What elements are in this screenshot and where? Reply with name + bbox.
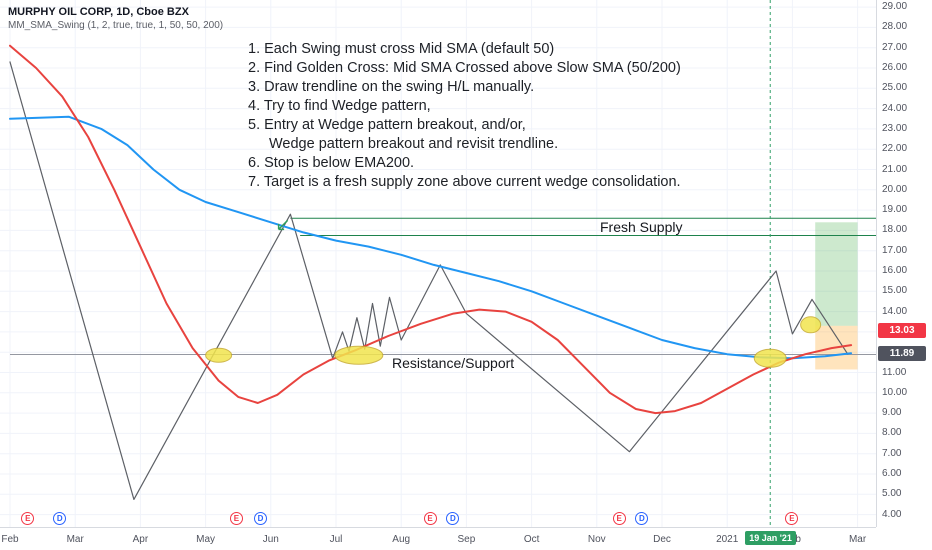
price-axis[interactable]: 29.00 28.00 27.00 26.00 25.00 24.00 23.00 22.00… — [876, 0, 932, 527]
highlight-ellipse[interactable] — [334, 345, 384, 365]
time-tick-label: Sep — [457, 534, 476, 545]
time-tick-label: Dec — [653, 534, 671, 545]
price-tick-label: 29.00 — [882, 1, 908, 13]
dividend-marker[interactable]: D — [635, 512, 649, 525]
price-tick-label: 16.00 — [882, 265, 908, 276]
time-tick-label: Feb — [1, 534, 19, 545]
price-tick-label: 5.00 — [882, 488, 902, 500]
time-tick-label: Jul — [329, 534, 343, 545]
slow-sma-200-line[interactable] — [9, 115, 853, 360]
price-tick-label: 22.00 — [882, 143, 908, 155]
price-tick-label: 6.00 — [882, 468, 902, 479]
note-line: 2. Find Golden Cross: Mid SMA Crossed ab… — [248, 60, 681, 76]
price-tick-label: 20.00 — [882, 183, 908, 195]
earnings-marker[interactable]: E — [423, 512, 437, 525]
dividend-marker[interactable]: D — [446, 512, 460, 525]
note-line: 5. Entry at Wedge pattern breakout, and/… — [248, 117, 526, 133]
note-line: 1. Each Swing must cross Mid SMA (defaul… — [248, 41, 555, 57]
earnings-marker[interactable]: E — [785, 512, 799, 525]
chart-plot[interactable] — [0, 0, 876, 527]
price-badge: 13.03 — [878, 323, 926, 339]
time-tick-label: Nov — [587, 534, 606, 545]
dividend-marker[interactable]: D — [53, 512, 67, 525]
earnings-marker[interactable]: E — [612, 512, 626, 525]
indicator-label[interactable]: MM_SMA_Swing (1, 2, true, true, 1, 50, 5… — [8, 20, 224, 31]
time-axis[interactable]: FebMarAprMayJunJulAugSepOctNovDec2021Feb… — [0, 527, 932, 550]
earnings-marker[interactable]: E — [21, 512, 35, 525]
time-axis-badge: 19 Jan '21 — [745, 531, 796, 545]
time-tick-label: Apr — [132, 534, 149, 545]
target-zone[interactable] — [815, 222, 858, 326]
symbol-title[interactable]: MURPHY OIL CORP, 1D, Cboe BZX — [8, 6, 189, 18]
earnings-marker[interactable]: E — [229, 512, 243, 525]
time-tick-label: Aug — [392, 534, 411, 545]
price-tick-label: 21.00 — [882, 163, 908, 175]
note-line: 4. Try to find Wedge pattern, — [248, 98, 431, 114]
price-tick-label: 11.00 — [882, 366, 907, 378]
price-tick-label: 7.00 — [882, 447, 902, 459]
price-tick-label: 4.00 — [882, 508, 902, 520]
mid-sma-50-line[interactable] — [9, 44, 853, 415]
time-tick-label: Jun — [262, 534, 279, 545]
price-tick-label: 24.00 — [882, 102, 908, 114]
time-tick-label: May — [196, 534, 216, 545]
price-tick-label: 27.00 — [882, 41, 908, 53]
price-tick-label: 17.00 — [882, 244, 908, 256]
dividend-marker[interactable]: D — [254, 512, 268, 525]
highlight-ellipse[interactable] — [205, 347, 233, 363]
price-tick-label: 23.00 — [882, 122, 908, 134]
highlight-ellipse[interactable] — [753, 348, 787, 368]
supply-arrow-icon[interactable] — [277, 219, 289, 231]
price-tick-label: 26.00 — [882, 62, 908, 73]
legend: MURPHY OIL CORP, 1D, Cboe BZX MM_SMA_Swi… — [8, 6, 223, 31]
price-tick-label: 19.00 — [882, 204, 908, 216]
time-tick-label: Mar — [848, 534, 867, 545]
strategy-notes[interactable]: 1. Each Swing must cross Mid SMA (defaul… — [248, 40, 681, 192]
time-tick-label: Mar — [66, 534, 84, 545]
price-tick-label: 10.00 — [882, 386, 908, 398]
resistance-support-label[interactable]: Resistance/Support — [392, 355, 515, 371]
price-tick-label: 14.00 — [882, 305, 908, 317]
time-tick-label: 2021 — [716, 534, 739, 545]
note-line: 6. Stop is below EMA200. — [248, 155, 415, 171]
price-tick-label: 18.00 — [882, 224, 908, 236]
price-tick-label: 8.00 — [882, 427, 902, 439]
highlight-ellipse[interactable] — [800, 316, 822, 334]
price-tick-label: 9.00 — [882, 407, 902, 419]
price-badge: 11.89 — [878, 346, 926, 362]
note-line: Wedge pattern breakout and revisit trend… — [269, 136, 559, 152]
fresh-supply-label[interactable]: Fresh Supply — [600, 219, 683, 235]
price-tick-label: 28.00 — [882, 21, 908, 33]
note-line: 7. Target is a fresh supply zone above c… — [248, 174, 681, 190]
time-tick-label: Oct — [523, 534, 540, 545]
axis-corner — [876, 527, 932, 550]
note-line: 3. Draw trendline on the swing H/L manua… — [248, 79, 535, 95]
price-tick-label: 15.00 — [882, 285, 908, 297]
price-tick-label: 25.00 — [882, 82, 908, 94]
